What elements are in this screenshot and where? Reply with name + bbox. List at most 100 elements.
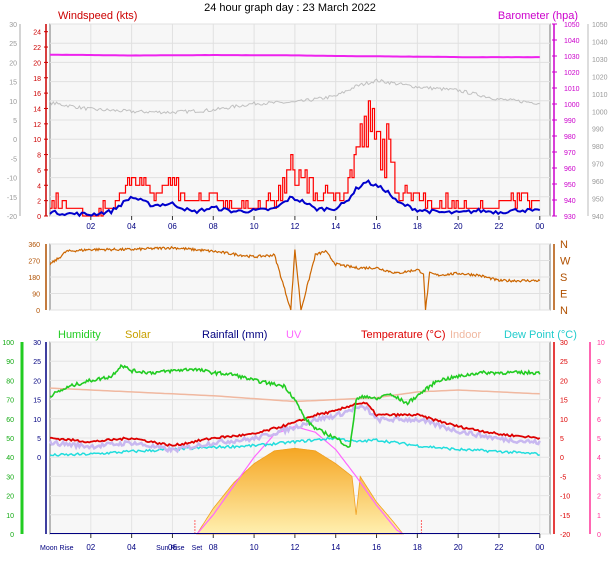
direction-axis-tick-label: 0 — [36, 308, 40, 315]
compass-tick-label: N — [560, 239, 568, 251]
barometer-axis-tick-label: 930 — [564, 214, 576, 221]
grey-right-axis-tick-label: 960 — [592, 179, 604, 186]
grey-trace-line — [49, 78, 540, 115]
solar-axis-tick-label: 15 — [33, 398, 41, 405]
barometer-axis-tick-label: 980 — [564, 134, 576, 141]
humidity-axis-tick-label: 60 — [6, 417, 14, 424]
grey-axis-tick-label: 10 — [9, 99, 17, 106]
compass-tick-label: S — [560, 272, 567, 284]
environment-x-tick-label: 06 — [168, 543, 177, 552]
barometer-axis-tick-label: 1000 — [564, 102, 580, 109]
legend-item: Rainfall (mm) — [202, 329, 267, 341]
wind-x-tick-label: 12 — [290, 222, 299, 231]
barometer-axis-tick-label: 1040 — [564, 38, 580, 45]
grey-right-axis-tick-label: 950 — [592, 197, 604, 204]
windspeed-axis-tick-label: 6 — [37, 168, 41, 175]
humidity-axis-tick-label: 0 — [10, 532, 14, 539]
temperature-axis-tick-label: 10 — [560, 417, 568, 424]
solar-axis-tick-label: 5 — [37, 436, 41, 443]
humidity-axis-tick-label: 100 — [2, 340, 14, 347]
humidity-axis-tick-label: 80 — [6, 378, 14, 385]
grey-axis-tick-label: 25 — [9, 41, 17, 48]
temperature-axis-tick-label: -5 — [560, 474, 566, 481]
temperature-axis-tick-label: 15 — [560, 398, 568, 405]
barometer-axis-tick-label: 960 — [564, 166, 576, 173]
grey-axis-tick-label: -10 — [7, 176, 17, 183]
grey-axis-tick-label: -20 — [7, 214, 17, 221]
environment-x-tick-label: 14 — [331, 543, 340, 552]
windspeed-axis-tick-label: 10 — [33, 137, 41, 144]
dewpoint-line — [49, 436, 540, 457]
wind-x-tick-label: 00 — [535, 222, 544, 231]
windgust-line — [50, 100, 540, 217]
environment-x-tick-label: 12 — [290, 543, 299, 552]
wind-x-tick-label: 08 — [209, 222, 218, 231]
environment-x-tick-label: 08 — [209, 543, 218, 552]
compass-tick-label: N — [560, 305, 568, 317]
grey-right-axis-tick-label: 940 — [592, 214, 604, 221]
temperature-axis-tick-label: 20 — [560, 378, 568, 385]
dewpoint-axis-tick-label: 7 — [597, 398, 601, 405]
grey-axis-tick-label: 5 — [13, 118, 17, 125]
humidity-line — [49, 363, 541, 448]
environment-x-tick-label: 22 — [495, 543, 504, 552]
grey-right-axis-tick-label: 1040 — [592, 39, 608, 46]
barometer-axis-tick-label: 1010 — [564, 86, 580, 93]
panels: 302520151050-5-10-15-2024222018161412108… — [2, 10, 607, 552]
windspeed-axis-tick-label: 18 — [33, 76, 41, 83]
page-title: 24 hour graph day : 23 March 2022 — [204, 2, 376, 14]
temperature-axis-tick-label: 25 — [560, 359, 568, 366]
dewpoint-axis-tick-label: 5 — [597, 436, 601, 443]
wind-x-tick-label: 06 — [168, 222, 177, 231]
environment-x-tick-label: 00 — [535, 543, 544, 552]
wind-x-tick-label: 22 — [495, 222, 504, 231]
temperature-axis-tick-label: 0 — [560, 455, 564, 462]
barometer-axis-tick-label: 970 — [564, 150, 576, 157]
environment-x-tick-label: 10 — [250, 543, 259, 552]
humidity-axis-tick-label: 70 — [6, 398, 14, 405]
compass-tick-label: W — [560, 256, 571, 268]
direction-axis-tick-label: 180 — [28, 275, 40, 282]
environment-x-tick-label: 16 — [372, 543, 381, 552]
moon-rise-label: Moon Rise — [40, 545, 74, 552]
barometer-axis-tick-label: 940 — [564, 198, 576, 205]
legend-item: Solar — [125, 329, 151, 341]
legend-item: Temperature (°C) — [361, 329, 445, 341]
grey-right-axis-tick-label: 1000 — [592, 109, 608, 116]
temperature-axis-tick-label: 30 — [560, 340, 568, 347]
grey-axis-tick-label: 20 — [9, 60, 17, 67]
solar-axis-tick-label: 20 — [33, 378, 41, 385]
sun-rise-label: Sun Rise — [156, 545, 185, 552]
windspeed-axis-tick-label: 12 — [33, 122, 41, 129]
dewpoint-axis-tick-label: 10 — [597, 340, 605, 347]
grey-right-axis-tick-label: 980 — [592, 144, 604, 151]
dewpoint-axis-tick-label: 4 — [597, 455, 601, 462]
dewpoint-axis-tick-label: 9 — [597, 359, 601, 366]
wind-x-tick-label: 18 — [413, 222, 422, 231]
wind-x-tick-label: 10 — [250, 222, 259, 231]
barometer-axis-tick-label: 1050 — [564, 22, 580, 29]
windspeed-axis-tick-label: 24 — [33, 30, 41, 37]
environment-x-tick-label: 20 — [454, 543, 463, 552]
legend-item: Indoor — [450, 329, 482, 341]
windspeed-axis-tick-label: 20 — [33, 60, 41, 67]
grey-right-axis-tick-label: 1030 — [592, 57, 608, 64]
windspeed-axis-label: Windspeed (kts) — [58, 10, 137, 22]
compass-tick-label: E — [560, 289, 567, 301]
barometer-axis-tick-label: 1020 — [564, 70, 580, 77]
humidity-axis-tick-label: 20 — [6, 494, 14, 501]
direction-axis-tick-label: 90 — [32, 292, 40, 299]
dewpoint-axis-tick-label: 2 — [597, 494, 601, 501]
grey-axis-tick-label: -15 — [7, 195, 17, 202]
grey-right-axis-tick-label: 1020 — [592, 74, 608, 81]
wind-x-tick-label: 20 — [454, 222, 463, 231]
windspeed-axis-tick-label: 2 — [37, 199, 41, 206]
direction-axis-tick-label: 360 — [28, 242, 40, 249]
grey-right-axis-tick-label: 1050 — [592, 22, 608, 29]
solar-area — [196, 447, 404, 535]
grey-axis-tick-label: 30 — [9, 22, 17, 29]
environment-x-tick-label: 18 — [413, 543, 422, 552]
legend-item: Humidity — [58, 329, 101, 341]
